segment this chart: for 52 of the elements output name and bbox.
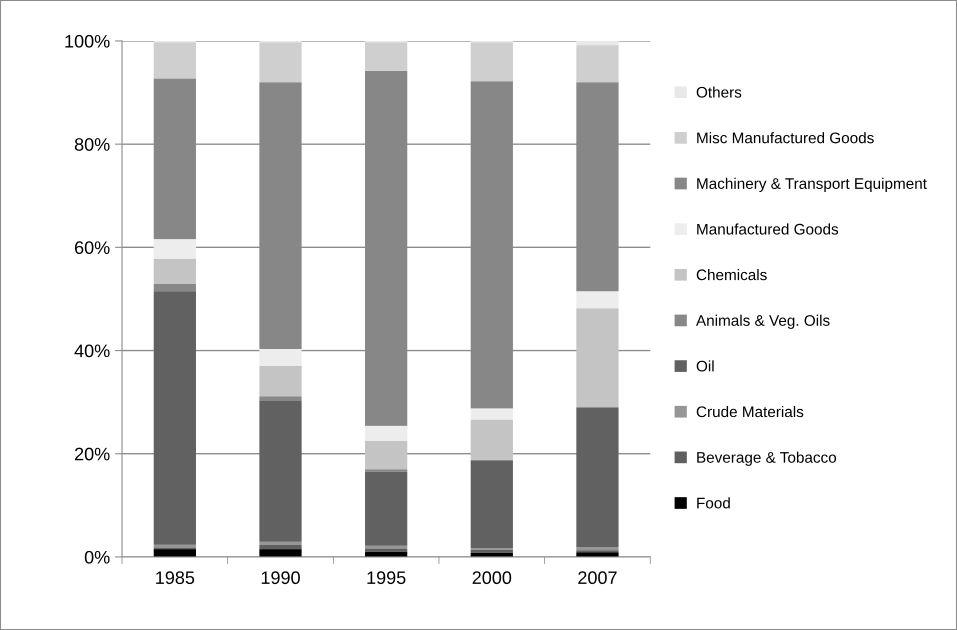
bar <box>154 42 196 79</box>
bar <box>576 45 619 82</box>
bar <box>365 440 408 470</box>
bar <box>154 284 196 292</box>
y-tick-label: 80% <box>74 138 110 151</box>
bar <box>259 42 302 82</box>
bar <box>470 42 513 82</box>
y-tick-label: 20% <box>74 448 110 460</box>
legend-label: Animals & Veg. Oils <box>696 314 830 329</box>
legend-label: Machinery & Transport Equipment <box>697 178 927 192</box>
bar <box>259 541 302 546</box>
bar <box>154 258 196 284</box>
bar <box>576 291 619 308</box>
bar <box>365 426 408 441</box>
bar <box>365 472 408 546</box>
bar <box>365 469 408 472</box>
x-tick-label: 1990 <box>262 571 300 584</box>
legend-label: Others <box>696 86 742 98</box>
y-tick-label: 0% <box>84 550 110 564</box>
y-tick-label: 100% <box>65 34 110 48</box>
bar <box>365 42 408 71</box>
y-tick-label: 40% <box>74 344 110 358</box>
bar <box>365 548 408 552</box>
bar <box>365 546 408 549</box>
x-tick-label: 2007 <box>578 571 617 584</box>
legend-label: Manufactured Goods <box>697 223 838 235</box>
bar <box>259 549 302 557</box>
x-tick-label: 1985 <box>156 571 194 584</box>
y-tick-label: 60% <box>74 241 110 254</box>
legend-label: Chemicals <box>696 269 767 280</box>
legend-label: Crude Materials <box>696 406 804 418</box>
bar <box>576 408 619 548</box>
bar <box>470 408 513 420</box>
bar <box>259 400 302 542</box>
bar <box>259 366 302 396</box>
bar <box>259 545 302 550</box>
legend-label: Oil <box>696 360 714 372</box>
bar <box>576 547 619 550</box>
bar <box>154 544 196 548</box>
bar <box>154 291 196 545</box>
legend-label: Food <box>697 497 730 508</box>
legend-label: Misc Manufactured Goods <box>697 132 874 144</box>
bar <box>470 420 513 460</box>
bar <box>259 396 302 401</box>
bar <box>154 239 196 259</box>
bar <box>576 40 619 46</box>
bar <box>259 348 302 366</box>
x-tick-label: 2000 <box>472 571 512 584</box>
bar <box>576 308 619 407</box>
x-tick-label: 1995 <box>367 571 406 584</box>
bar <box>154 549 196 557</box>
legend-label: Beverage & Tobacco <box>697 452 836 466</box>
